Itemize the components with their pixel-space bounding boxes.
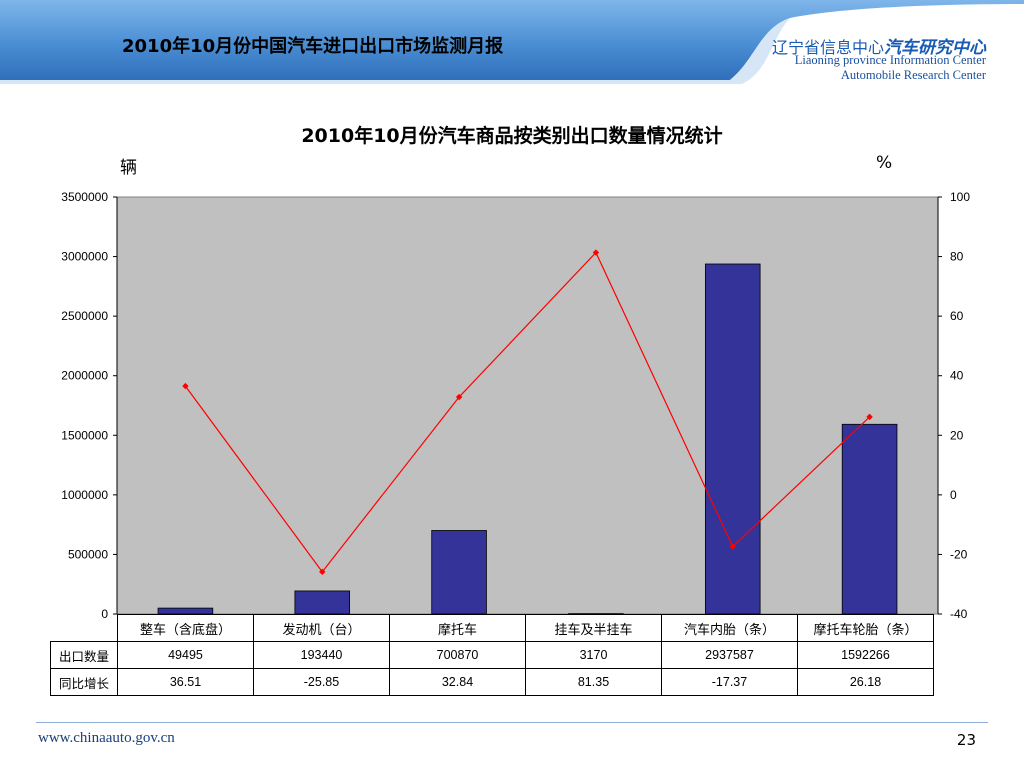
- data-table: 整车（含底盘） 发动机（台） 摩托车 挂车及半挂车 汽车内胎（条） 摩托车轮胎（…: [50, 614, 934, 696]
- category-cell: 摩托车: [389, 614, 526, 642]
- line-marker: [455, 393, 463, 401]
- table-cell: 2937587: [661, 641, 798, 669]
- y2-axis-tick-label: 0: [950, 488, 957, 502]
- y2-axis-tick-label: 80: [950, 250, 964, 264]
- bar-export-qty: [841, 423, 898, 615]
- line-marker: [319, 568, 326, 576]
- y-axis-tick-label: 3500000: [61, 190, 108, 204]
- plot-background: [116, 196, 939, 615]
- y-axis-tick-label: 2000000: [61, 369, 108, 383]
- table-corner: [51, 615, 118, 642]
- series-name-yoy-growth: 同比增长: [50, 668, 118, 696]
- y-axis-tick-label: 1000000: [61, 488, 108, 502]
- series-name-export-qty: 出口数量: [50, 641, 118, 669]
- table-cell: 36.51: [117, 668, 254, 696]
- left-axis-unit: 辆: [120, 158, 137, 178]
- bar-export-qty: [431, 530, 487, 615]
- category-row: 整车（含底盘） 发动机（台） 摩托车 挂车及半挂车 汽车内胎（条） 摩托车轮胎（…: [51, 614, 934, 642]
- y-axis-tick-label: 1500000: [61, 428, 108, 442]
- table-cell: 32.84: [389, 668, 526, 696]
- line-marker: [866, 413, 873, 421]
- y2-axis-tick-label: 60: [950, 309, 964, 323]
- brand-cn-prefix: 辽宁省信息中心: [771, 38, 884, 57]
- table-row: 同比增长 36.51 -25.85 32.84 81.35 -17.37 26.…: [50, 668, 934, 696]
- table-cell: 81.35: [525, 668, 662, 696]
- line-marker: [182, 382, 189, 390]
- line-marker: [729, 543, 736, 550]
- y2-axis-tick-label: 20: [950, 428, 964, 442]
- y-axis-tick-label: 2500000: [61, 309, 108, 323]
- bar-export-qty: [704, 263, 761, 615]
- footer-url[interactable]: www.chinaauto.gov.cn: [38, 730, 175, 746]
- right-axis-unit: %: [876, 153, 893, 173]
- table-row: 出口数量 49495 193440 700870 3170 2937587 15…: [50, 641, 934, 669]
- y-axis-tick-label: 500000: [68, 547, 108, 561]
- category-cell: 摩托车轮胎（条）: [797, 614, 934, 642]
- report-title: 2010年10月份中国汽车进口出口市场监测月报: [122, 36, 504, 57]
- header-swoosh: [0, 0, 1024, 84]
- table-cell: 700870: [389, 641, 526, 669]
- category-cell: 汽车内胎（条）: [661, 614, 798, 642]
- category-cell: 整车（含底盘）: [117, 614, 254, 642]
- brand-cn-strong: 汽车研究中心: [884, 38, 986, 58]
- y2-axis-tick-label: 40: [950, 369, 964, 383]
- table-cell: -17.37: [661, 668, 798, 696]
- y-axis-tick-label: 0: [101, 607, 108, 621]
- footer-divider: [36, 722, 988, 723]
- line-yoy-growth: [184, 251, 870, 573]
- brand-name-cn: 辽宁省信息中心汽车研究中心: [772, 33, 986, 58]
- table-cell: 1592266: [797, 641, 934, 669]
- header-banner: 2010年10月份中国汽车进口出口市场监测月报 辽宁省信息中心汽车研究中心 Li…: [0, 0, 1024, 84]
- page-number: 23: [956, 731, 976, 749]
- category-cell: 发动机（台）: [253, 614, 390, 642]
- y2-axis-tick-label: -20: [950, 547, 968, 561]
- brand-name-en-line1: Liaoning province Information Center: [794, 53, 986, 67]
- y-axis-tick-label: 3000000: [61, 250, 108, 264]
- chart-title: 2010年10月份汽车商品按类别出口数量情况统计: [301, 125, 723, 147]
- y2-axis-tick-label: -40: [950, 607, 968, 621]
- line-marker: [592, 249, 600, 256]
- brand-name-en-line2: Automobile Research Center: [840, 68, 986, 82]
- table-cell: 49495: [117, 641, 254, 669]
- table-cell: 3170: [525, 641, 662, 669]
- category-cell: 挂车及半挂车: [525, 614, 662, 642]
- y2-axis-tick-label: 100: [950, 190, 970, 204]
- table-cell: 26.18: [797, 668, 934, 696]
- table-cell: -25.85: [253, 668, 390, 696]
- bar-export-qty: [294, 590, 351, 615]
- table-cell: 193440: [253, 641, 390, 669]
